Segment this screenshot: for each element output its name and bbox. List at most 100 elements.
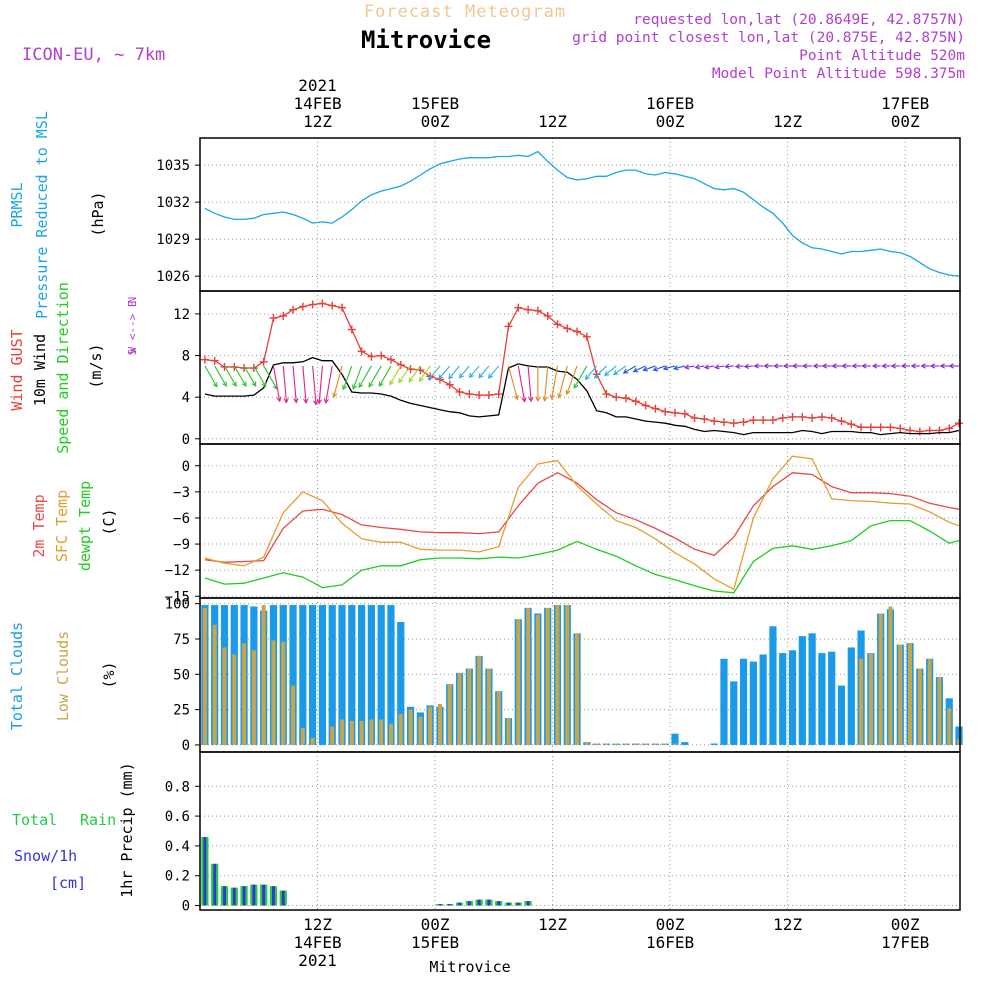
- wind-speed-direction-label: Speed and Direction: [54, 282, 72, 454]
- low-cloud-bar: [653, 743, 658, 745]
- bottom-time-label: 16FEB: [646, 933, 694, 952]
- gust-marker: [817, 412, 826, 421]
- wind-arrow-head: [478, 373, 484, 379]
- low-clouds-label: Low Clouds: [54, 631, 72, 721]
- wind-arrow: [623, 365, 637, 374]
- gust-marker: [729, 419, 738, 428]
- wind-arrow-head: [231, 381, 237, 388]
- wind-arrow: [438, 365, 451, 380]
- low-cloud-bar: [908, 643, 913, 745]
- gust-marker: [435, 375, 444, 384]
- snow-bar: [467, 901, 471, 906]
- gust-marker: [573, 327, 582, 336]
- precip-snow-label: Snow/1h: [14, 847, 77, 865]
- precip-unit-label: 1hr Precip (mm): [118, 762, 136, 897]
- wind-arrow: [408, 365, 421, 383]
- low-cloud-bar: [379, 719, 384, 745]
- low-cloud-bar: [222, 647, 227, 745]
- wind-arrow-head: [763, 363, 769, 369]
- panel-temp: −15 −12 −9 −6 −3 0: [165, 443, 961, 605]
- total-cloud-bar: [309, 605, 317, 745]
- total-cloud-bar: [299, 605, 307, 745]
- wind-arrow-head: [831, 363, 837, 369]
- wind-arrow-head: [881, 363, 887, 369]
- wind-arrow-head: [900, 363, 907, 369]
- wind-arrow-head: [812, 363, 819, 369]
- panel-frame: [199, 751, 961, 911]
- wind-arrow-head: [212, 382, 218, 388]
- gust-marker: [504, 322, 513, 331]
- low-cloud-bar: [506, 718, 511, 745]
- total-cloud-bar: [387, 605, 395, 745]
- wind-arrow: [325, 365, 333, 403]
- wind-arrow-head: [513, 394, 520, 401]
- gust-marker: [210, 356, 219, 365]
- gust-marker: [249, 364, 258, 373]
- wind-arrow: [292, 365, 297, 403]
- wind-arrow: [744, 365, 754, 368]
- low-cloud-bar: [663, 743, 668, 745]
- wind-arrow: [585, 365, 598, 380]
- wind-arrow-head: [261, 381, 267, 388]
- gust-marker: [269, 314, 278, 323]
- wind-arrow: [358, 365, 372, 388]
- low-cloud-bar: [633, 743, 638, 745]
- model-label: ICON-EU, ~ 7km: [22, 45, 165, 65]
- point-altitude: Point Altitude 520m: [799, 48, 965, 64]
- snow-bar: [497, 901, 501, 906]
- total-cloud-bar: [357, 605, 366, 745]
- top-time-label: 12Z: [303, 112, 332, 131]
- y-tick-label: −3: [173, 485, 190, 501]
- wind-arrow: [428, 365, 441, 380]
- wind-arrow: [507, 365, 518, 400]
- wind-arrow-head: [871, 363, 878, 369]
- wind-arrow-head: [358, 382, 364, 389]
- low-cloud-bar: [878, 613, 883, 745]
- top-time-label: 00Z: [421, 112, 450, 131]
- total-cloud-bar: [730, 681, 738, 745]
- wind-arrow-head: [293, 398, 299, 404]
- wind-arrow-head: [438, 374, 444, 380]
- pressure-unit-label: (hPa): [89, 191, 107, 236]
- gust-marker: [641, 401, 650, 410]
- wind-arrow: [419, 365, 431, 382]
- y-tick-label: 0.4: [165, 839, 190, 855]
- total-cloud-bar: [348, 605, 356, 745]
- snow-bar: [487, 899, 491, 906]
- low-cloud-bar: [614, 743, 619, 745]
- gust-marker: [622, 394, 631, 403]
- wind-arrow-head: [408, 377, 414, 383]
- bottom-time-label: 12Z: [773, 915, 802, 934]
- wind-arrow-head: [251, 381, 257, 388]
- y-tick-label: 0: [182, 459, 190, 475]
- wind-arrow-head: [802, 363, 808, 369]
- wind-arrow: [594, 365, 607, 378]
- gust-marker: [661, 407, 670, 416]
- gust-marker: [768, 416, 777, 425]
- y-tick-label: 8: [182, 349, 190, 365]
- sfc-temp-label: SFC Temp: [53, 490, 71, 562]
- gust-marker: [671, 408, 679, 417]
- wind-arrow-head: [418, 376, 424, 383]
- wind-arrow-head: [368, 382, 374, 388]
- snow-bar: [252, 884, 256, 906]
- wind-arrow-head: [604, 371, 610, 377]
- wind-arrow-head: [389, 380, 395, 386]
- total-cloud-bar: [681, 742, 689, 745]
- wind-arrow-head: [593, 373, 600, 379]
- wind-arrow-head: [683, 364, 690, 370]
- total-cloud-bar: [367, 605, 375, 745]
- total-cloud-bar: [759, 654, 767, 745]
- wind-arrow: [653, 365, 666, 371]
- wind-arrow: [566, 365, 578, 395]
- series-line-wind: [204, 356, 960, 436]
- wind-arrow: [527, 365, 532, 402]
- y-tick-label: 100: [165, 597, 190, 613]
- wind-arrow: [352, 365, 363, 390]
- gust-marker: [915, 427, 924, 436]
- wind-arrow-head: [724, 363, 730, 369]
- gust-marker: [886, 423, 895, 432]
- low-cloud-bar: [624, 743, 629, 745]
- top-time-label: 14FEB: [293, 94, 341, 113]
- y-tick-label: −6: [173, 511, 190, 527]
